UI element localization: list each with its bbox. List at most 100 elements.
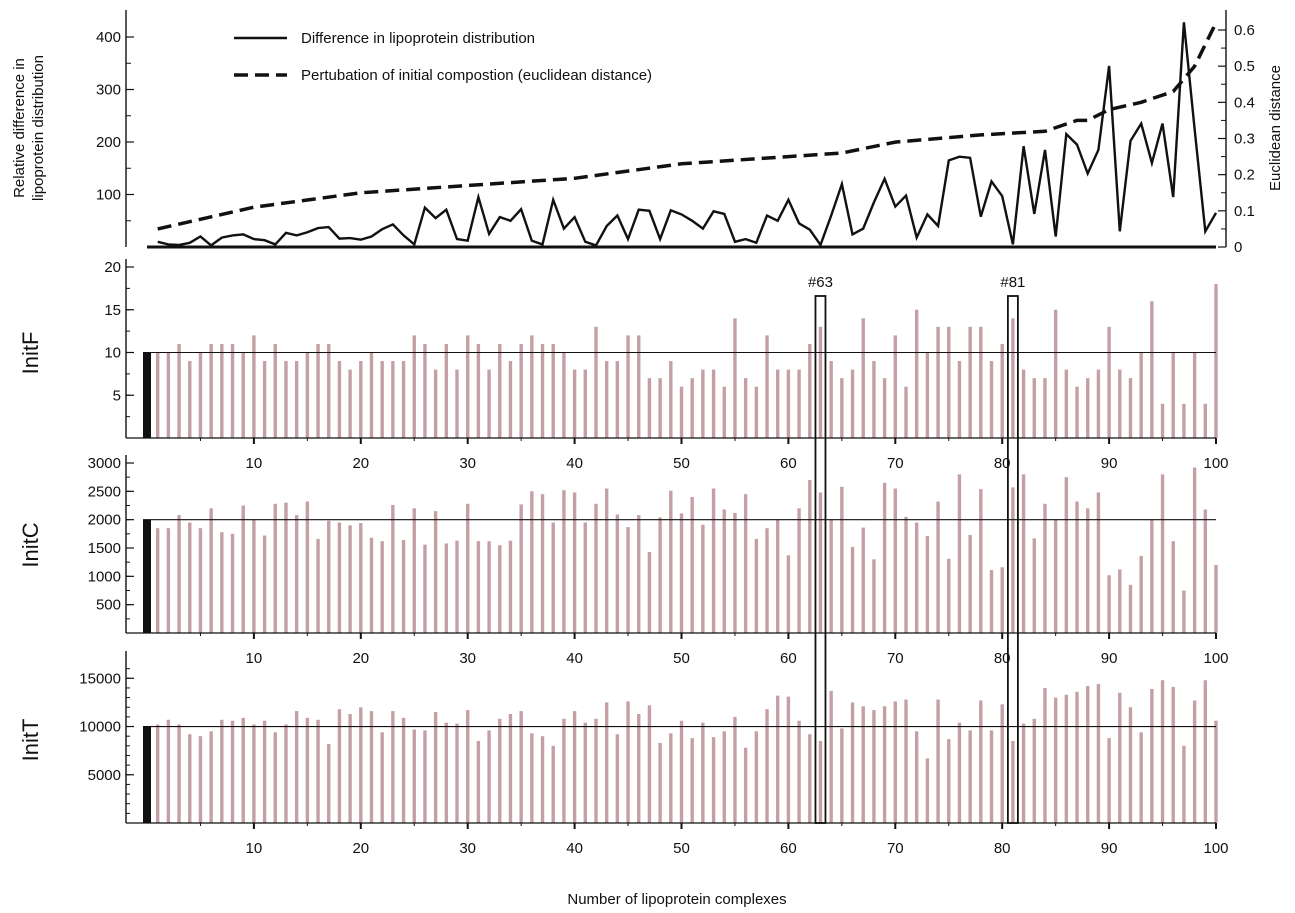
bar bbox=[252, 519, 256, 633]
bar bbox=[209, 343, 213, 438]
bar-panel-x-tick-label: 30 bbox=[459, 840, 476, 857]
bar bbox=[466, 710, 470, 823]
bar bbox=[626, 527, 630, 633]
bar bbox=[861, 318, 865, 438]
bar bbox=[914, 731, 919, 823]
bar-panel-x-tick-label: 30 bbox=[459, 650, 476, 667]
bar bbox=[1032, 378, 1036, 438]
line-panel: Difference in lipoprotein distribution Pe… bbox=[157, 22, 1218, 248]
bar bbox=[840, 378, 844, 438]
line-panel-right-tick-label: 0.4 bbox=[1234, 94, 1255, 111]
bar bbox=[327, 520, 331, 633]
bar bbox=[1053, 519, 1058, 633]
bar bbox=[583, 722, 587, 823]
bar bbox=[979, 700, 983, 823]
bar bbox=[455, 369, 459, 438]
bar-panel-InitC bbox=[143, 467, 1218, 633]
bar bbox=[498, 545, 502, 633]
bar-panel-y-tick-label: 5 bbox=[113, 387, 121, 404]
highlight-label-63: #63 bbox=[808, 274, 833, 291]
bar bbox=[1171, 352, 1175, 438]
bar bbox=[765, 528, 769, 633]
bar bbox=[401, 361, 406, 438]
bar bbox=[1203, 403, 1208, 438]
bar bbox=[808, 480, 812, 633]
bar bbox=[412, 508, 416, 633]
bar bbox=[594, 503, 598, 633]
bar bbox=[818, 492, 823, 633]
bar bbox=[380, 361, 384, 438]
bar bbox=[914, 522, 919, 633]
bar bbox=[1214, 565, 1218, 633]
bar-panel-x-tick-label: 70 bbox=[887, 840, 904, 857]
bar bbox=[861, 527, 865, 633]
bar-panel-x-tick-label: 100 bbox=[1203, 455, 1228, 472]
bar bbox=[273, 343, 277, 438]
bar bbox=[1139, 732, 1143, 823]
bar bbox=[198, 352, 203, 438]
bar bbox=[369, 537, 374, 633]
bar bbox=[519, 711, 523, 823]
bar bbox=[797, 508, 801, 633]
bar bbox=[1011, 741, 1015, 823]
bar bbox=[359, 707, 363, 823]
bar bbox=[679, 386, 684, 438]
bar bbox=[391, 711, 395, 823]
bar bbox=[679, 720, 684, 823]
bar bbox=[947, 326, 951, 438]
bar bbox=[498, 343, 502, 438]
bar-panel-y-tick-label: 1500 bbox=[88, 540, 121, 557]
bar bbox=[155, 724, 160, 823]
bar bbox=[1064, 694, 1069, 823]
bar bbox=[936, 501, 940, 633]
bar-panel-x-tick-label: 50 bbox=[673, 650, 690, 667]
bar bbox=[743, 747, 748, 823]
bar bbox=[1000, 567, 1004, 633]
bar bbox=[220, 343, 224, 438]
bar bbox=[455, 723, 459, 823]
bar bbox=[615, 734, 620, 823]
bar bbox=[754, 538, 759, 633]
bar bbox=[1000, 704, 1004, 823]
bar bbox=[776, 519, 780, 633]
bar-panel-y-tick-label: 5000 bbox=[88, 767, 121, 784]
bar bbox=[743, 494, 748, 633]
bar bbox=[369, 711, 374, 823]
bar bbox=[327, 743, 331, 823]
series-line-lipoprotein-difference bbox=[157, 22, 1218, 248]
bar bbox=[252, 335, 256, 438]
bar-panel-x-tick-label: 40 bbox=[566, 650, 583, 667]
bar-panel-x-tick-label: 10 bbox=[246, 455, 263, 472]
bar bbox=[241, 717, 245, 823]
bar bbox=[252, 724, 256, 823]
bar bbox=[1118, 569, 1122, 633]
bar bbox=[583, 522, 587, 633]
bar bbox=[562, 718, 566, 823]
bar bbox=[818, 741, 823, 823]
line-panel-right-tick-label: 0.6 bbox=[1234, 22, 1255, 39]
bar bbox=[220, 719, 224, 823]
bar bbox=[786, 555, 791, 633]
bar bbox=[711, 737, 716, 823]
bar bbox=[904, 699, 908, 823]
bar bbox=[947, 739, 951, 823]
bar bbox=[829, 361, 833, 438]
bar-panel-x-tick-label: 90 bbox=[1101, 455, 1118, 472]
bar bbox=[701, 722, 705, 823]
bar bbox=[359, 523, 363, 633]
bar bbox=[776, 369, 780, 438]
bar bbox=[1075, 501, 1079, 633]
legend-entry-label: Pertubation of initial compostion (eucli… bbox=[301, 67, 652, 84]
bar bbox=[1096, 369, 1101, 438]
bar bbox=[551, 522, 555, 633]
bar bbox=[337, 361, 342, 438]
bar bbox=[188, 522, 192, 633]
bar bbox=[1160, 680, 1165, 823]
bar bbox=[1032, 538, 1036, 633]
bar-panel-y-tick-label: 15 bbox=[104, 302, 121, 319]
bar bbox=[850, 702, 855, 823]
bar bbox=[615, 514, 620, 633]
bar bbox=[273, 732, 277, 823]
bar bbox=[754, 386, 759, 438]
bar bbox=[530, 733, 534, 823]
